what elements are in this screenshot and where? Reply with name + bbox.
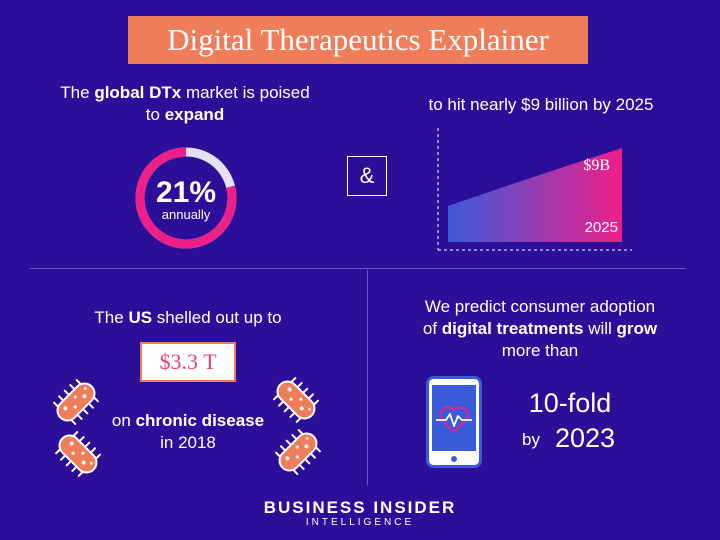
text-fragment: on — [111, 411, 136, 430]
page-title: Digital Therapeutics Explainer — [167, 22, 549, 57]
growth-ring-progress — [135, 147, 237, 249]
bacteria-icon — [53, 379, 99, 425]
ampersand: & — [359, 163, 375, 188]
text-fragment: of — [422, 319, 442, 338]
us-spend-text: The US shelled out up to — [30, 307, 346, 329]
horizontal-divider — [30, 268, 686, 269]
text-fragment: market is poised — [181, 83, 310, 102]
text-emphasis: global DTx — [94, 83, 182, 102]
text-line: more than — [501, 341, 579, 360]
text-emphasis: digital treatments — [441, 319, 584, 338]
title-banner: Digital Therapeutics Explainer — [128, 16, 588, 64]
amount-box: $3.3 T — [140, 342, 236, 382]
growth-value: 21% — [155, 176, 217, 209]
text-emphasis: chronic disease — [135, 411, 265, 430]
chart-value-label: $9B — [583, 157, 610, 174]
bacteria-icon — [273, 377, 319, 423]
chart-x-tick-label: 2025 — [585, 219, 618, 236]
chronic-disease-text: on chronic disease in 2018 — [100, 410, 276, 454]
vertical-divider — [367, 270, 368, 485]
bacteria-icon — [275, 429, 321, 475]
text-fragment: to — [145, 105, 165, 124]
text-fragment: shelled out up to — [152, 308, 282, 327]
text-emphasis: expand — [164, 105, 225, 124]
adoption-text: We predict consumer adoption of digital … — [380, 296, 700, 362]
fold-value: 10-fold — [528, 388, 612, 418]
year-text: in 2018 — [160, 433, 216, 452]
chart-area-series — [448, 148, 622, 242]
text-fragment: The — [60, 83, 95, 102]
text-emphasis: US — [128, 308, 153, 327]
text-fragment: The — [94, 308, 129, 327]
ampersand-box: & — [347, 156, 387, 196]
text-fragment: will — [583, 319, 617, 338]
market-expand-text: The global DTx market is poised to expan… — [30, 82, 340, 126]
by-label: by — [522, 430, 540, 449]
market-size-text: to hit nearly $9 billion by 2025 — [428, 95, 654, 114]
brand-name: BUSINESS INSIDER — [263, 498, 457, 517]
brand-subtitle: INTELLIGENCE — [305, 517, 415, 528]
bacteria-icon — [55, 431, 101, 477]
growth-label: annually — [161, 207, 211, 222]
growth-ring — [135, 147, 237, 249]
amount-value: $3.3 T — [159, 349, 217, 374]
market-area-chart: $9B 2025 — [437, 128, 632, 251]
text-emphasis: grow — [616, 319, 658, 338]
target-year: 2023 — [555, 423, 616, 453]
phone-heartbeat-icon — [426, 376, 482, 468]
text-line: We predict consumer adoption — [424, 297, 656, 316]
